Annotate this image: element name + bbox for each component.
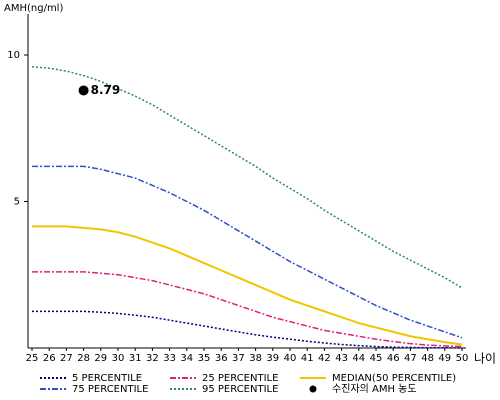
x-tick-label: 28 — [77, 353, 90, 364]
x-tick-label: 36 — [215, 353, 228, 364]
legend-label: 25 PERCENTILE — [202, 373, 278, 384]
x-tick-label: 32 — [146, 353, 159, 364]
x-tick-label: 30 — [112, 353, 125, 364]
x-tick-label: 41 — [301, 353, 314, 364]
y-tick-label: 5 — [14, 197, 20, 208]
data-label: 8.79 — [91, 83, 121, 97]
x-tick-label: 45 — [370, 353, 383, 364]
legend-label: 75 PERCENTILE — [72, 384, 148, 395]
series-line — [32, 165, 463, 339]
series-line — [31, 65, 463, 289]
x-tick-label: 47 — [404, 353, 417, 364]
x-tick-label: 50 — [456, 353, 469, 364]
x-tick-label: 34 — [180, 353, 193, 364]
x-tick-label: 42 — [318, 353, 331, 364]
x-tick-label: 29 — [94, 353, 107, 364]
x-tick-label: 48 — [421, 353, 434, 364]
x-tick-label: 46 — [387, 353, 400, 364]
series-line — [32, 271, 463, 348]
y-axis-label: AMH(ng/ml) — [4, 3, 63, 14]
legend-label: MEDIAN(50 PERCENTILE) — [332, 373, 456, 384]
legend-swatch — [309, 385, 317, 393]
x-tick-label: 49 — [438, 353, 451, 364]
x-tick-label: 39 — [266, 353, 279, 364]
x-tick-label: 25 — [26, 353, 39, 364]
y-tick-label: 10 — [7, 50, 20, 61]
series-line — [32, 310, 463, 349]
legend-label: 수진자의 AMH 농도 — [332, 383, 417, 395]
x-axis-label: 나이 — [474, 352, 496, 366]
x-tick-label: 27 — [60, 353, 73, 364]
series-line — [32, 225, 463, 346]
x-tick-label: 31 — [129, 353, 142, 364]
legend-label: 5 PERCENTILE — [72, 373, 142, 384]
x-tick-label: 35 — [198, 353, 211, 364]
x-tick-label: 38 — [249, 353, 262, 364]
x-tick-label: 40 — [284, 353, 297, 364]
x-tick-label: 33 — [163, 353, 176, 364]
x-tick-label: 43 — [335, 353, 348, 364]
x-tick-label: 37 — [232, 353, 245, 364]
legend-label: 95 PERCENTILE — [202, 384, 278, 395]
x-tick-label: 26 — [43, 353, 56, 364]
x-tick-label: 44 — [352, 353, 365, 364]
patient-point — [78, 85, 89, 96]
